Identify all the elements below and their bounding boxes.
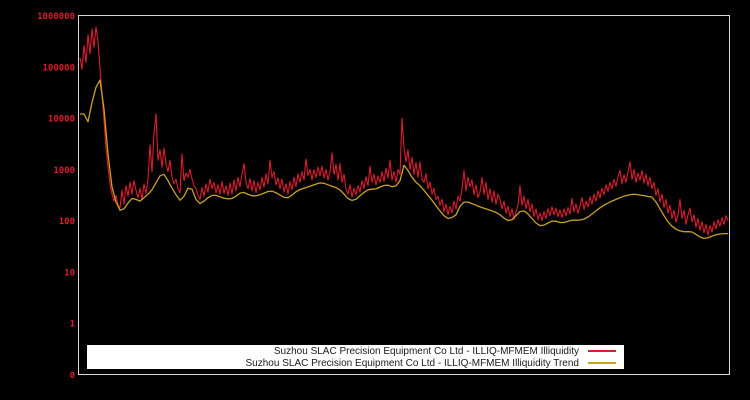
legend-line-sample-illiquidity <box>588 350 616 352</box>
y-tick-label-100000: 100000 <box>42 63 75 73</box>
illiquidity-series-line <box>79 26 729 236</box>
legend-item-trend: Suzhou SLAC Precision Equipment Co Ltd -… <box>87 357 624 369</box>
y-tick-label-1: 1 <box>70 320 75 330</box>
y-tick-label-0: 0 <box>70 371 75 381</box>
legend: Suzhou SLAC Precision Equipment Co Ltd -… <box>87 345 624 369</box>
legend-label-trend: Suzhou SLAC Precision Equipment Co Ltd -… <box>245 357 579 369</box>
y-tick-label-10: 10 <box>64 268 75 278</box>
series-group <box>79 26 729 240</box>
legend-line-sample-trend <box>588 362 616 364</box>
legend-label-illiquidity: Suzhou SLAC Precision Equipment Co Ltd -… <box>273 345 579 357</box>
plot-border <box>78 15 730 375</box>
y-tick-label-1000000: 1000000 <box>37 12 75 22</box>
y-tick-label-10000: 10000 <box>48 115 75 125</box>
y-tick-label-100: 100 <box>59 217 75 227</box>
legend-item-illiquidity: Suzhou SLAC Precision Equipment Co Ltd -… <box>87 345 624 357</box>
illiquidity-trend-line <box>80 79 728 240</box>
y-tick-label-1000: 1000 <box>53 166 75 176</box>
